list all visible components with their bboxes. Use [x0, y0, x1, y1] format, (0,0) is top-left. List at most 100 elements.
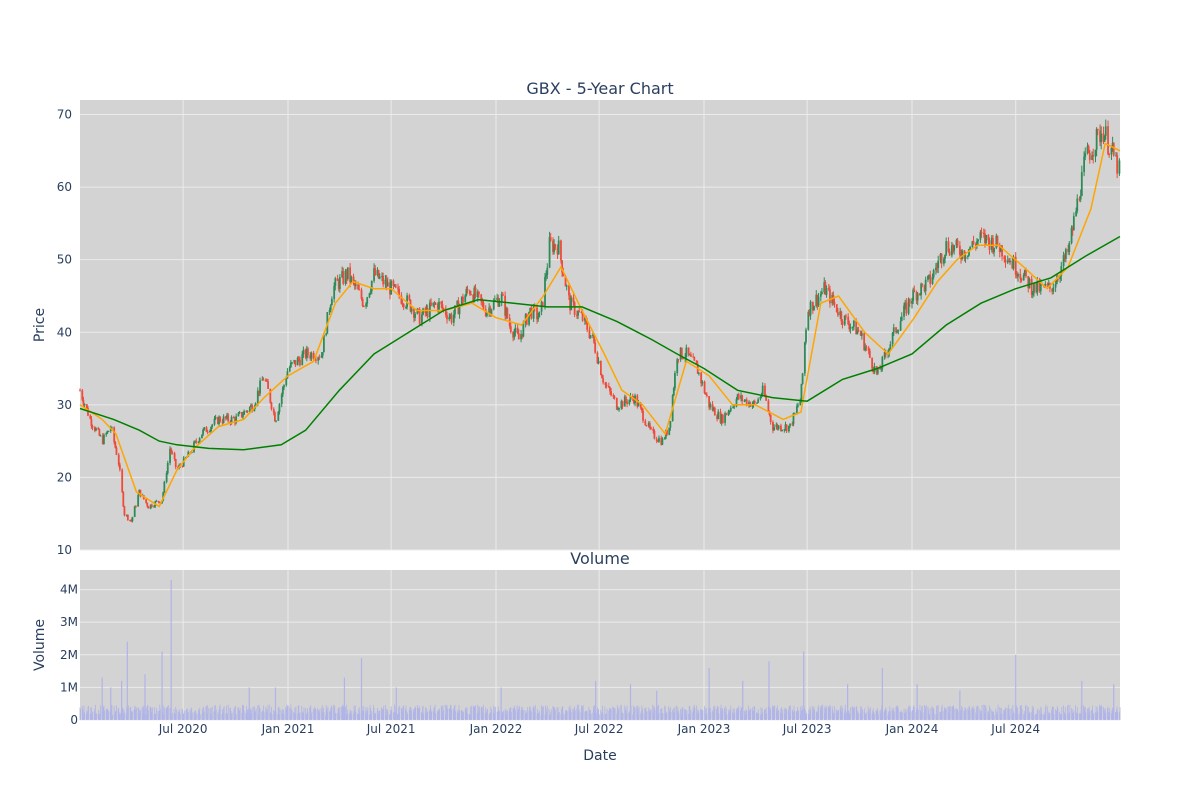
volume-bar: [904, 712, 905, 720]
volume-bar: [1095, 712, 1096, 720]
candle-down: [312, 352, 315, 360]
volume-bar: [846, 712, 847, 720]
volume-bar: [136, 707, 137, 720]
volume-bar: [831, 706, 833, 720]
volume-bar: [905, 710, 907, 720]
volume-bar: [301, 705, 303, 720]
volume-bar: [836, 710, 838, 720]
volume-bar: [538, 713, 540, 720]
volume-bar: [107, 709, 109, 720]
candle-up: [880, 368, 883, 370]
volume-bar: [781, 713, 783, 720]
volume-bar: [269, 712, 271, 720]
candle-down: [564, 275, 567, 287]
volume-spike-bar: [742, 680, 744, 720]
volume-bar: [313, 708, 315, 720]
volume-bar: [713, 708, 715, 720]
volume-bar: [179, 711, 181, 720]
volume-bar: [872, 710, 874, 720]
volume-bar: [549, 714, 550, 720]
candle-down: [377, 270, 380, 279]
candle-down: [1102, 133, 1105, 142]
candle-up: [628, 399, 631, 405]
volume-bar: [997, 714, 998, 720]
volume-bar: [366, 710, 368, 720]
volume-bar: [538, 710, 540, 720]
candle-up: [883, 352, 886, 357]
volume-bar: [935, 714, 937, 720]
candle-down: [947, 241, 950, 252]
volume-bar: [1056, 710, 1058, 720]
volume-bar: [138, 712, 140, 720]
volume-bar: [929, 708, 931, 720]
candle-down: [139, 489, 142, 497]
volume-bar: [594, 705, 595, 720]
candle-down: [269, 388, 272, 403]
volume-bar: [522, 710, 524, 720]
volume-bar: [195, 710, 197, 720]
volume-bar: [218, 709, 220, 720]
volume-bar: [790, 705, 792, 720]
volume-bar: [678, 713, 680, 720]
candle-up: [916, 293, 919, 301]
candle-up: [448, 316, 451, 320]
volume-bar: [884, 710, 886, 720]
candle-up: [1110, 148, 1113, 155]
volume-bar: [323, 711, 325, 720]
volume-bar: [175, 706, 177, 720]
candle-up: [153, 506, 155, 508]
candle-down: [689, 354, 692, 357]
volume-bar: [845, 711, 847, 720]
volume-bar: [992, 712, 994, 720]
candle-down: [562, 272, 565, 276]
volume-bar: [598, 714, 600, 720]
candle-up: [999, 245, 1002, 253]
volume-bar: [137, 707, 139, 720]
volume-bar: [1003, 710, 1005, 720]
candle-up: [589, 335, 592, 338]
volume-bar: [827, 706, 829, 720]
volume-bar: [688, 705, 690, 720]
volume-bar: [283, 709, 284, 720]
candle-up: [465, 289, 468, 296]
volume-bar: [282, 713, 284, 720]
candle-down: [382, 276, 385, 285]
candle-down: [972, 241, 975, 245]
candle-up: [821, 292, 823, 294]
volume-bar: [425, 713, 427, 720]
candle-up: [302, 349, 305, 355]
candle-down: [482, 302, 485, 310]
candle-down: [741, 395, 744, 401]
volume-bar: [181, 708, 183, 720]
volume-bar: [387, 709, 389, 720]
candle-up: [966, 255, 969, 257]
volume-bar: [764, 709, 766, 720]
volume-bar: [558, 711, 560, 720]
volume-bar: [561, 709, 562, 720]
volume-bar: [446, 705, 447, 720]
candle-up: [805, 329, 807, 343]
volume-bar: [498, 710, 500, 720]
candle-down: [905, 302, 908, 314]
candle-down: [580, 311, 583, 313]
volume-bar: [646, 711, 648, 720]
volume-bar: [553, 708, 555, 720]
volume-bar: [370, 713, 372, 720]
volume-bar: [813, 706, 815, 720]
volume-bar: [1009, 714, 1010, 720]
candle-up: [105, 433, 108, 435]
volume-bar: [669, 707, 671, 720]
candle-down: [915, 292, 918, 301]
volume-bar: [420, 712, 422, 720]
volume-bar: [291, 710, 293, 720]
volume-bar: [781, 707, 782, 720]
volume-bar: [644, 708, 646, 720]
volume-bar: [386, 709, 387, 720]
volume-bar: [330, 705, 332, 720]
volume-bar: [1007, 704, 1009, 720]
volume-plot-background: [80, 570, 1120, 720]
volume-bar: [866, 712, 867, 720]
volume-bar: [725, 706, 727, 720]
candle-down: [433, 302, 436, 305]
volume-bar: [981, 710, 982, 720]
